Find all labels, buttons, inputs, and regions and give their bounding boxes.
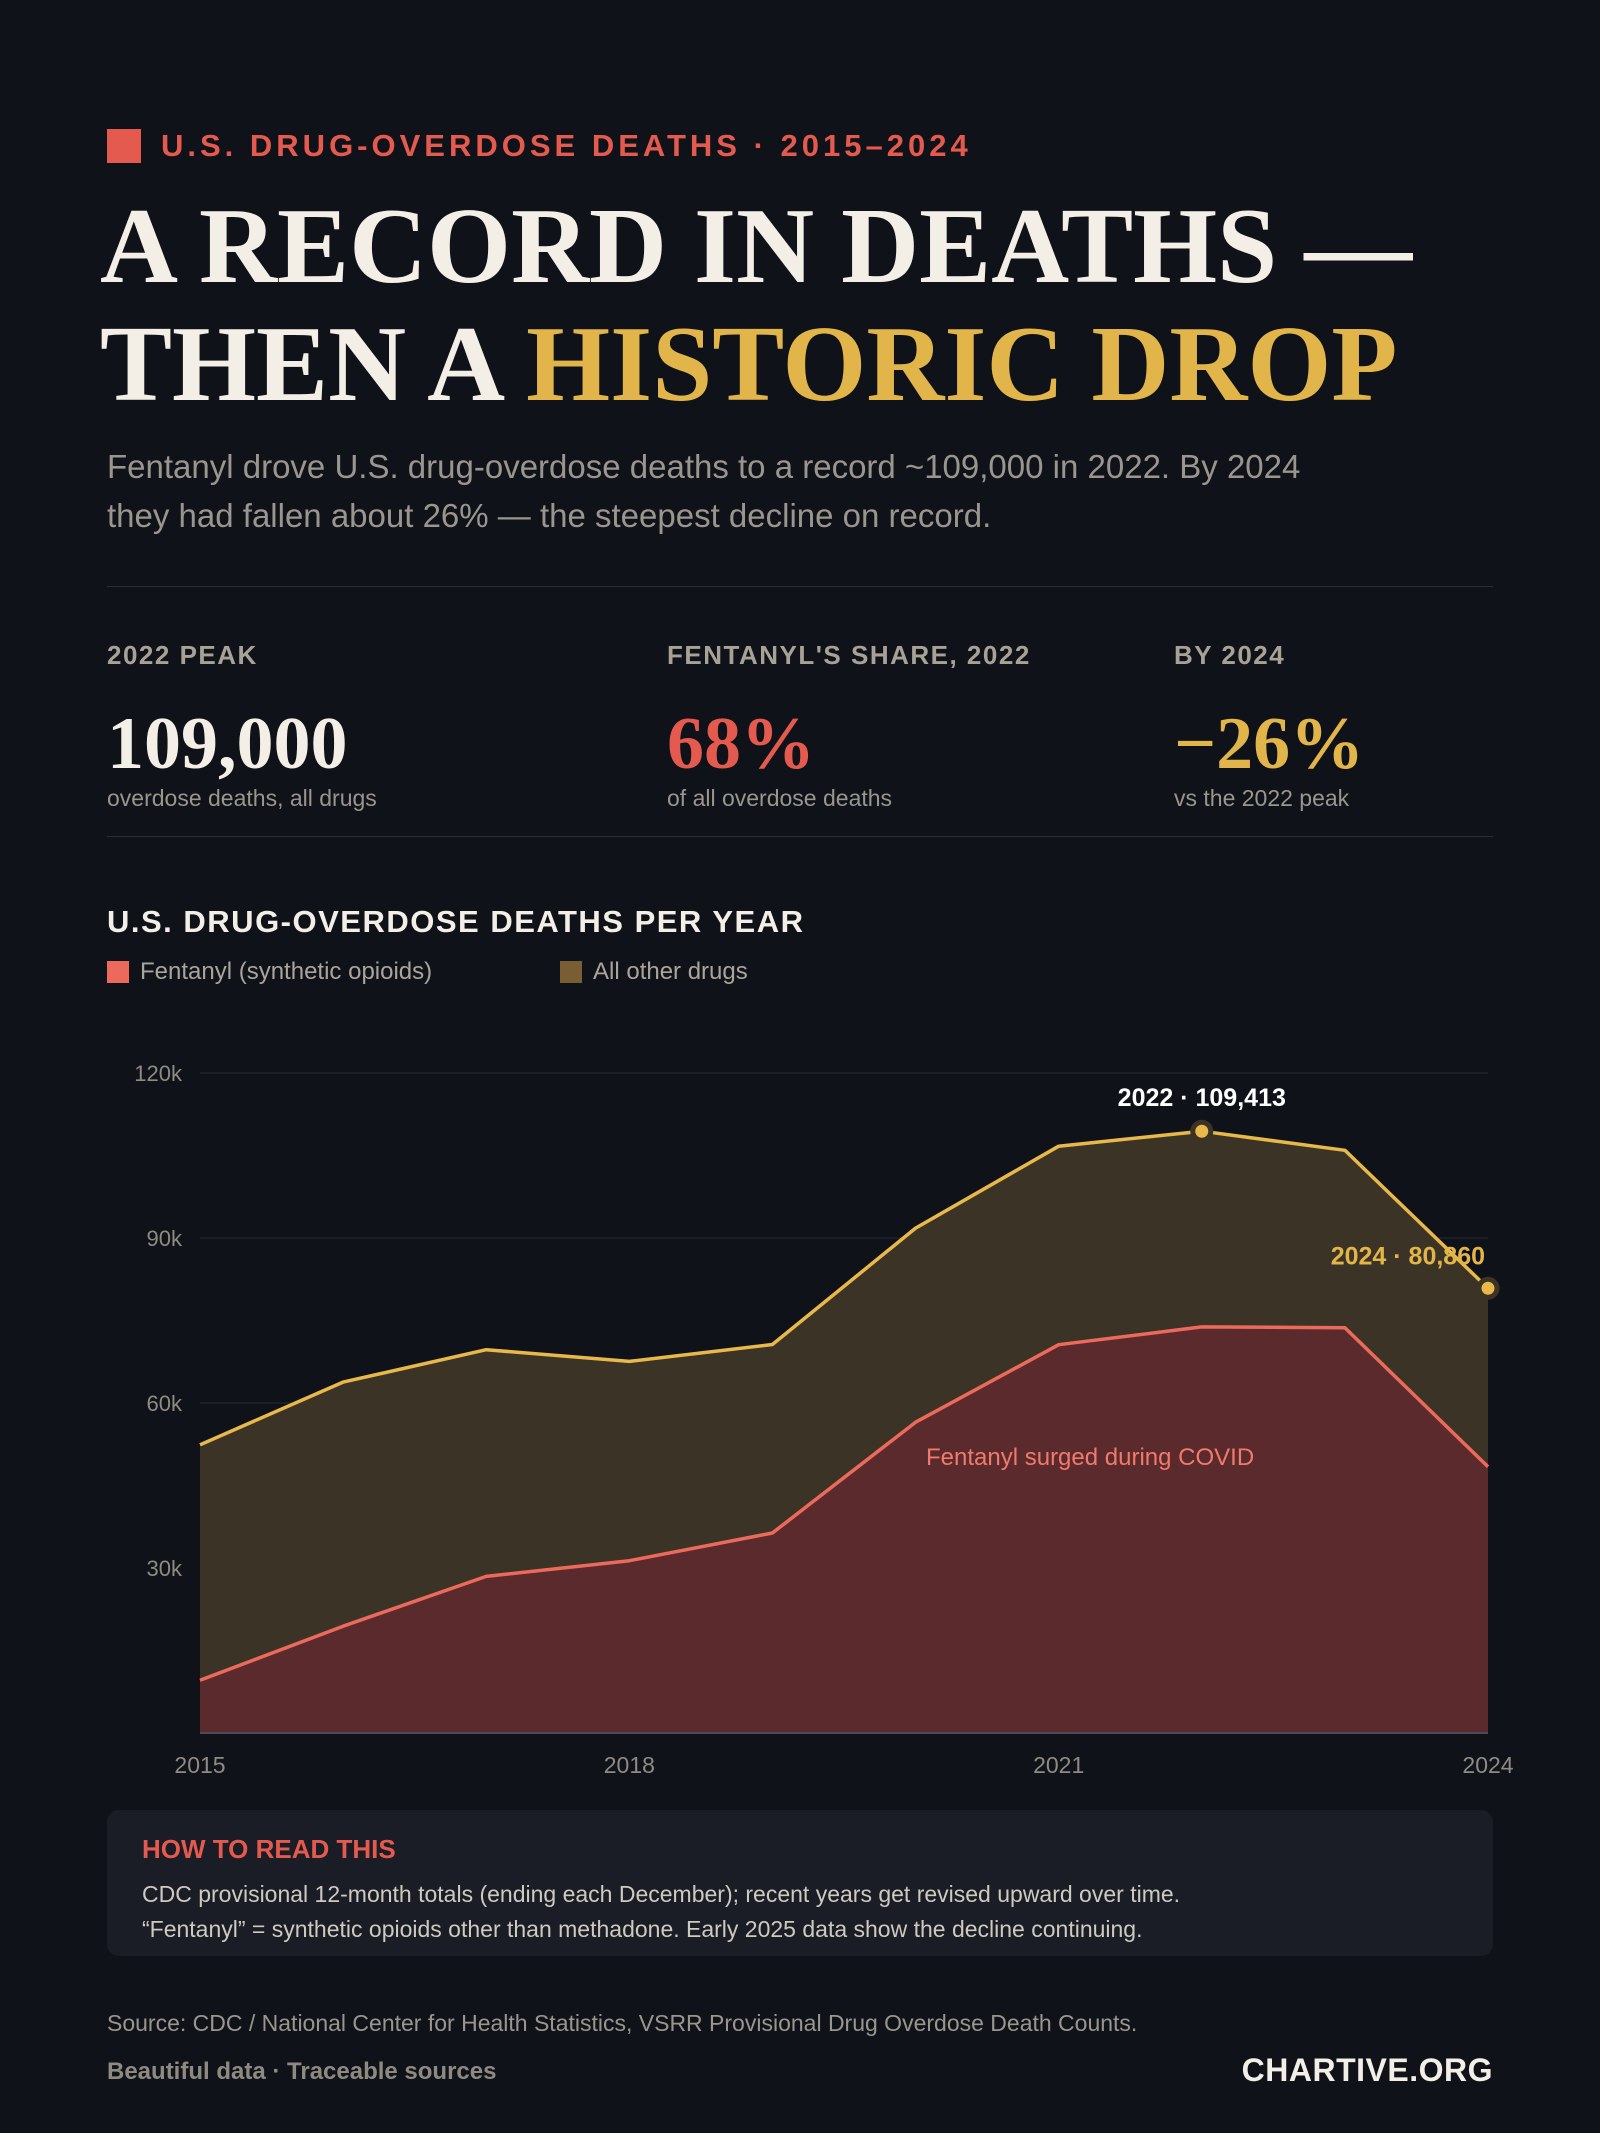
stat-sub: of all overdose deaths xyxy=(667,785,893,811)
y-tick-label: 90k xyxy=(147,1226,183,1251)
how-to-read-title: HOW TO READ THIS xyxy=(142,1834,396,1864)
headline-prefix: THEN A xyxy=(100,305,527,424)
subtitle-line-1: Fentanyl drove U.S. drug-overdose deaths… xyxy=(107,448,1301,485)
end-marker xyxy=(1476,1276,1500,1300)
stat-sub: overdose deaths, all drugs xyxy=(107,785,377,811)
stat-label: BY 2024 xyxy=(1174,640,1286,670)
how-to-read-line: “Fentanyl” = synthetic opioids other tha… xyxy=(142,1916,1143,1942)
subtitle-line-2: they had fallen about 26% — the steepest… xyxy=(107,497,992,534)
y-tick-label: 30k xyxy=(147,1556,183,1581)
stat-label: 2022 PEAK xyxy=(107,640,258,670)
legend-item-other: All other drugs xyxy=(560,958,748,986)
stat-label: FENTANYL'S SHARE, 2022 xyxy=(667,640,1031,670)
divider xyxy=(107,836,1493,837)
page-title: A RECORD IN DEATHS — THEN A HISTORIC DRO… xyxy=(100,188,1412,424)
stat-peak: 2022 PEAK 109,000 overdose deaths, all d… xyxy=(107,640,377,812)
brand-logo: CHARTIVE.ORG xyxy=(1241,2052,1493,2088)
x-tick-label: 2015 xyxy=(174,1752,225,1778)
x-tick-label: 2021 xyxy=(1033,1752,1084,1778)
source-note: Source: CDC / National Center for Health… xyxy=(107,2010,1138,2036)
end-label: 2024 · 80,860 xyxy=(1331,1242,1485,1270)
peak-label: 2022 · 109,413 xyxy=(1118,1084,1286,1112)
stat-value: 68% xyxy=(667,703,815,785)
kicker-square-icon xyxy=(107,129,141,163)
subtitle: Fentanyl drove U.S. drug-overdose deaths… xyxy=(107,442,1507,540)
legend-swatch-icon xyxy=(107,961,129,983)
legend-swatch-icon xyxy=(560,961,582,983)
y-tick-label: 120k xyxy=(134,1061,183,1086)
stat-value: 109,000 xyxy=(107,703,348,785)
total-line xyxy=(199,1129,1490,1447)
covid-annotation: Fentanyl surged during COVID xyxy=(926,1444,1254,1471)
fentanyl-area xyxy=(200,1326,1488,1733)
peak-marker xyxy=(1190,1119,1214,1143)
headline-line-2: THEN A HISTORIC DROP xyxy=(100,306,1412,424)
divider xyxy=(107,586,1493,587)
area-chart: 30k 60k 90k 120k 2015 2018 2021 2024 2022 · 109… xyxy=(134,1061,1514,1778)
kicker: U.S. DRUG-OVERDOSE DEATHS · 2015–2024 xyxy=(107,128,972,164)
stat-sub: vs the 2022 peak xyxy=(1174,785,1350,811)
chart-title: U.S. DRUG-OVERDOSE DEATHS PER YEAR xyxy=(107,904,805,939)
headline-line-1: A RECORD IN DEATHS — xyxy=(100,187,1413,306)
y-tick-label: 60k xyxy=(147,1391,183,1416)
x-tick-label: 2024 xyxy=(1462,1752,1513,1778)
kicker-text: U.S. DRUG-OVERDOSE DEATHS · 2015–2024 xyxy=(161,128,972,163)
tagline: Beautiful data · Traceable sources xyxy=(107,2058,497,2085)
how-to-read-box: HOW TO READ THIS CDC provisional 12-mont… xyxy=(107,1810,1493,1956)
headline-accent: HISTORIC DROP xyxy=(526,305,1398,424)
stat-fentanyl-share: FENTANYL'S SHARE, 2022 68% of all overdo… xyxy=(667,640,1031,812)
legend-label: Fentanyl (synthetic opioids) xyxy=(140,958,433,985)
stat-change: BY 2024 −26% vs the 2022 peak xyxy=(1174,640,1364,812)
x-tick-label: 2018 xyxy=(604,1752,655,1778)
how-to-read-line: CDC provisional 12-month totals (ending … xyxy=(142,1881,1181,1907)
legend-label: All other drugs xyxy=(593,958,748,985)
fentanyl-line xyxy=(199,1325,1490,1682)
stat-value: −26% xyxy=(1174,703,1365,785)
legend-item-fentanyl: Fentanyl (synthetic opioids) xyxy=(107,958,432,986)
